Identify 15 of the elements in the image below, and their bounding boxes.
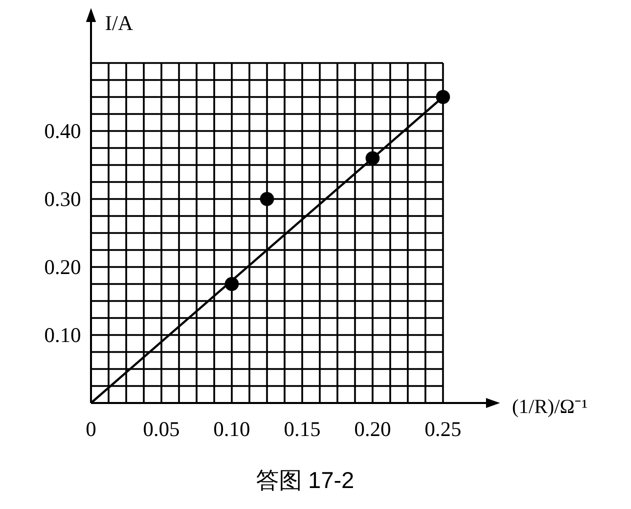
x-tick-label: 0.25 bbox=[424, 417, 462, 441]
x-tick-label: 0 bbox=[86, 417, 96, 441]
y-tick-label: 0.30 bbox=[44, 187, 81, 211]
point bbox=[436, 90, 450, 104]
x-axis-title: (1/R)/Ω⁻¹ bbox=[512, 396, 588, 418]
y-tick-label: 0.40 bbox=[44, 119, 81, 143]
y-axis-title: I/A bbox=[105, 11, 134, 35]
y-tick-label: 0.20 bbox=[44, 255, 81, 279]
x-tick-label: 0.10 bbox=[213, 417, 250, 441]
text: 答图 17-2 bbox=[256, 467, 354, 493]
x-tick-label: 0.15 bbox=[284, 417, 321, 441]
x-tick-label: 0.20 bbox=[354, 417, 391, 441]
y-tick-label: 0.10 bbox=[44, 323, 81, 347]
x-tick-label: 0.05 bbox=[143, 417, 180, 441]
point bbox=[260, 192, 274, 206]
